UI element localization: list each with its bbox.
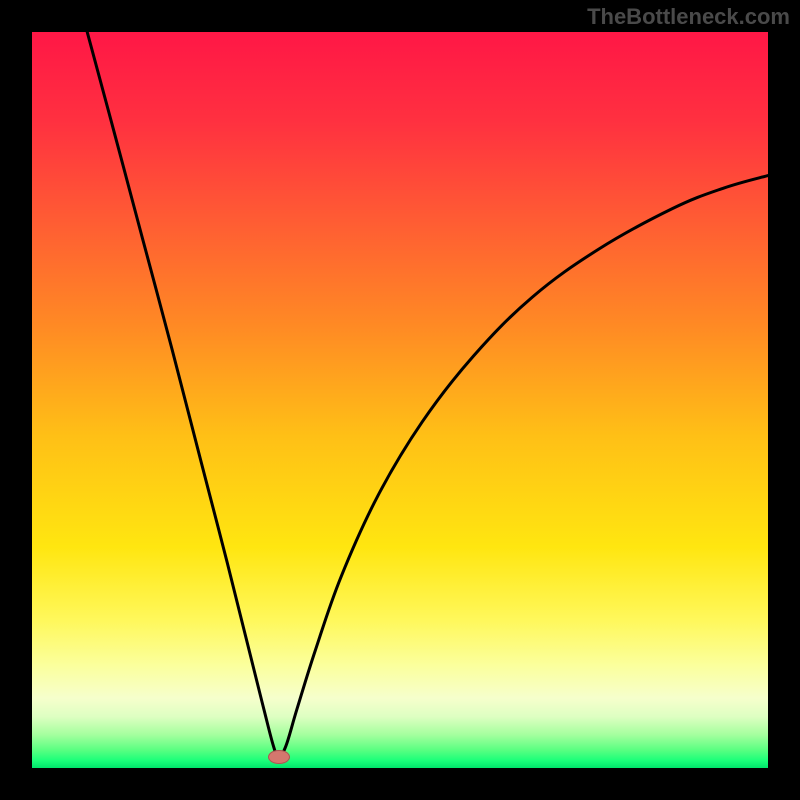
minimum-marker: [268, 750, 290, 764]
plot-area: [32, 32, 768, 768]
watermark-text: TheBottleneck.com: [587, 4, 790, 30]
chart-frame: TheBottleneck.com: [0, 0, 800, 800]
